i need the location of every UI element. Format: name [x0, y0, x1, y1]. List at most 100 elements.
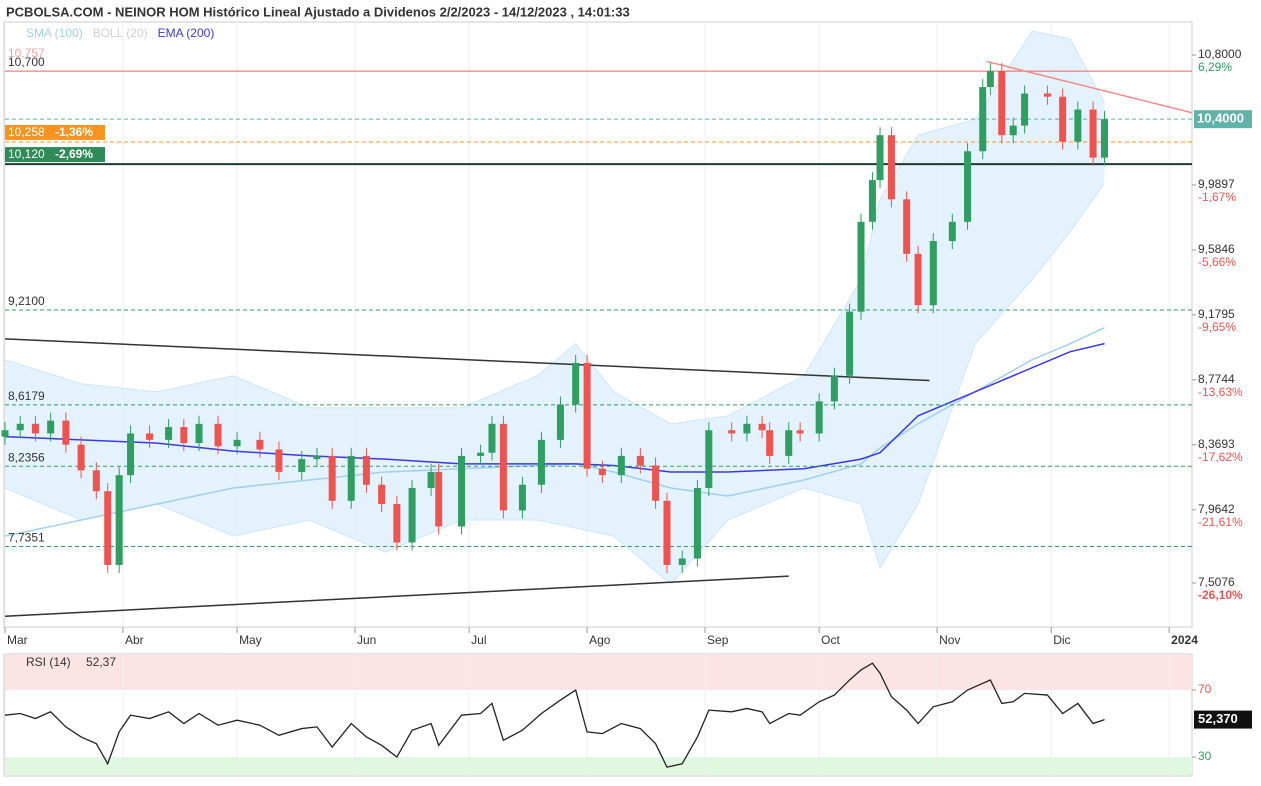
candle-body: [115, 475, 123, 565]
bollinger-upper: [4, 30, 1105, 425]
rsi-tick-label: 30: [1198, 749, 1212, 763]
y-tick-change: -9,65%: [1198, 320, 1236, 334]
candle-body: [378, 484, 386, 505]
x-tick-label: Sep: [707, 633, 729, 647]
level-change: -1,36%: [55, 125, 93, 139]
x-tick-label: Dic: [1053, 633, 1070, 647]
candle-body: [948, 221, 956, 242]
y-tick-label: 9,9897: [1198, 177, 1235, 191]
candle-body: [796, 430, 804, 434]
candle-body: [766, 430, 774, 456]
candle-body: [830, 375, 838, 402]
candle-body: [705, 430, 713, 488]
x-tick-label: Oct: [821, 633, 840, 647]
rsi-tick-label: 70: [1198, 682, 1212, 696]
legend-entry: SMA (100): [26, 26, 83, 40]
level-label: 10,757: [8, 46, 45, 60]
candle-body: [146, 433, 154, 440]
level-change: -2,69%: [55, 147, 93, 161]
last-price-badge: [1194, 110, 1252, 129]
candle-body: [214, 423, 222, 447]
candle-body: [1100, 119, 1108, 158]
candle-body: [663, 500, 671, 565]
candle-body: [1043, 93, 1051, 97]
level-badge: [5, 147, 105, 163]
candle-body: [556, 404, 564, 440]
candle-body: [652, 465, 660, 501]
y-tick-change: -5,66%: [1198, 255, 1236, 269]
candle-body: [47, 420, 55, 434]
candle-body: [785, 430, 793, 456]
rsi-overbought-zone: [5, 655, 1192, 691]
y-tick-change: -17,62%: [1198, 450, 1243, 464]
candle-body: [1009, 125, 1017, 136]
candle-body: [998, 71, 1006, 136]
sma-line: [4, 326, 1105, 537]
candle-body: [758, 423, 766, 431]
candle-body: [275, 449, 283, 472]
candle-body: [347, 455, 355, 501]
candle-body: [298, 459, 306, 472]
y-tick-label: 9,1795: [1198, 307, 1235, 321]
candle-body: [964, 151, 972, 222]
candle-body: [256, 439, 264, 450]
x-tick-label: Jul: [471, 633, 486, 647]
candle-body: [1089, 109, 1097, 158]
bollinger-fill: [5, 30, 1105, 585]
y-tick-label: 7,9642: [1198, 502, 1235, 516]
chart-title: PCBOLSA.COM - NEINOR HOM Histórico Linea…: [6, 4, 630, 19]
x-tick-label: May: [239, 633, 262, 647]
candle-body: [62, 420, 70, 445]
rsi-last: 52,37: [86, 655, 116, 669]
candle-body: [914, 253, 922, 306]
candle-body: [477, 452, 485, 456]
candle-body: [583, 362, 591, 469]
candle-body: [815, 401, 823, 434]
y-tick-change: -1,67%: [1198, 190, 1236, 204]
candle-body: [636, 455, 644, 466]
last-price-label: 10,4000: [1197, 111, 1244, 126]
candle-body: [488, 423, 496, 453]
trendline: [4, 338, 930, 382]
candle-body: [1074, 109, 1082, 142]
level-label: 10,258: [8, 125, 45, 139]
candle-body: [435, 471, 443, 527]
candle-body: [393, 504, 401, 543]
candle-body: [598, 468, 606, 476]
trendline: [986, 60, 1193, 114]
legend-entry: BOLL (20): [93, 26, 148, 40]
x-tick-label: 2024: [1171, 633, 1198, 647]
candle-body: [728, 430, 736, 434]
candle-body: [77, 444, 85, 471]
rsi-oversold-zone: [5, 757, 1192, 775]
candle-body: [313, 455, 321, 460]
candle-body: [693, 487, 701, 559]
candle-body: [617, 455, 625, 476]
level-badge: [5, 124, 105, 140]
candle-body: [929, 241, 937, 306]
level-label: 8,6179: [8, 389, 45, 403]
candle-body: [1, 430, 9, 437]
candle-body: [31, 423, 39, 434]
candle-body: [427, 471, 435, 488]
candle-body: [903, 199, 911, 254]
candle-body: [846, 311, 854, 376]
x-tick-label: Ago: [589, 633, 611, 647]
rsi-line: [4, 662, 1105, 768]
level-label: 10,700: [8, 55, 45, 69]
x-tick-label: Nov: [939, 633, 960, 647]
candle-body: [986, 71, 994, 88]
rsi-frame: [3, 653, 1193, 777]
y-tick-label: 10,8000: [1198, 47, 1242, 61]
candle-body: [887, 135, 895, 200]
y-tick-label: 8,3693: [1198, 437, 1235, 451]
ema-line: [4, 342, 1105, 473]
candle-body: [328, 455, 336, 501]
candle-body: [979, 87, 987, 152]
candle-body: [678, 558, 686, 565]
candle-body: [518, 484, 526, 511]
x-tick-label: Mar: [7, 633, 28, 647]
candle-body: [127, 433, 135, 476]
